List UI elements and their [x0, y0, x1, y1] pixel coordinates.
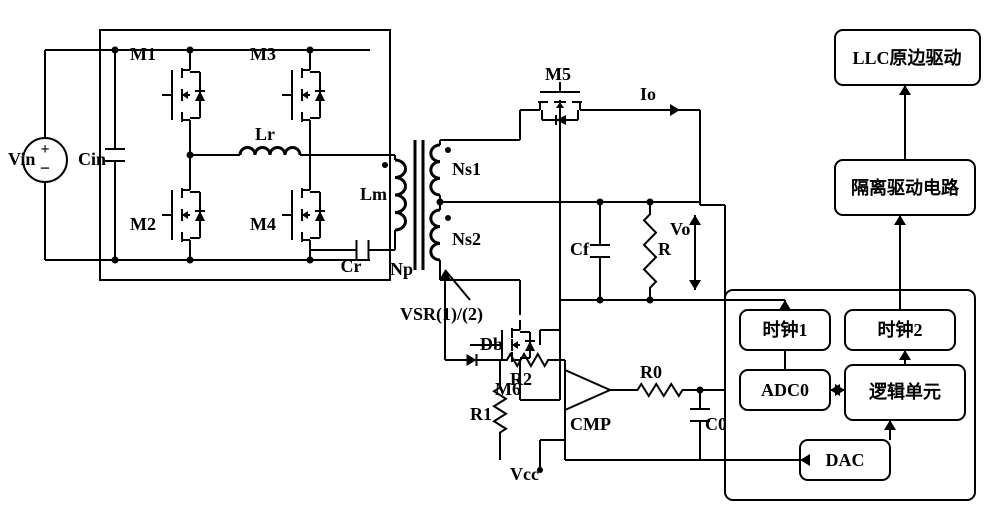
svg-text:ADC0: ADC0 [761, 380, 809, 400]
svg-text:R2: R2 [510, 369, 532, 389]
svg-text:Ns1: Ns1 [452, 159, 481, 179]
svg-text:Vin: Vin [8, 149, 35, 169]
svg-text:Vo: Vo [670, 219, 690, 239]
svg-text:Io: Io [640, 84, 656, 104]
svg-text:R1: R1 [470, 404, 492, 424]
svg-text:−: − [40, 158, 50, 178]
svg-text:DAC: DAC [826, 450, 865, 470]
svg-text:VSR(1)/(2): VSR(1)/(2) [400, 304, 483, 325]
svg-text:时钟1: 时钟1 [763, 319, 808, 340]
svg-text:Db: Db [480, 334, 503, 354]
svg-text:Vcc: Vcc [510, 464, 539, 484]
svg-text:CMP: CMP [570, 414, 611, 434]
svg-text:Cf: Cf [570, 239, 590, 259]
svg-text:R0: R0 [640, 362, 662, 382]
svg-text:Cin: Cin [78, 149, 106, 169]
svg-text:Ns2: Ns2 [452, 229, 481, 249]
svg-text:M4: M4 [250, 214, 276, 234]
svg-text:Lr: Lr [255, 124, 275, 144]
svg-text:M2: M2 [130, 214, 156, 234]
svg-text:+: + [40, 141, 49, 158]
svg-text:M1: M1 [130, 44, 156, 64]
svg-text:LLC原边驱动: LLC原边驱动 [852, 48, 961, 68]
svg-text:Np: Np [390, 259, 413, 279]
svg-text:时钟2: 时钟2 [878, 319, 923, 340]
svg-text:逻辑单元: 逻辑单元 [869, 381, 941, 402]
svg-text:Lm: Lm [360, 184, 387, 204]
svg-text:Cr: Cr [341, 256, 362, 276]
svg-text:C0: C0 [705, 414, 727, 434]
svg-text:M5: M5 [545, 64, 571, 84]
svg-text:隔离驱动电路: 隔离驱动电路 [851, 177, 960, 198]
svg-text:M3: M3 [250, 44, 276, 64]
svg-text:R: R [658, 239, 672, 259]
